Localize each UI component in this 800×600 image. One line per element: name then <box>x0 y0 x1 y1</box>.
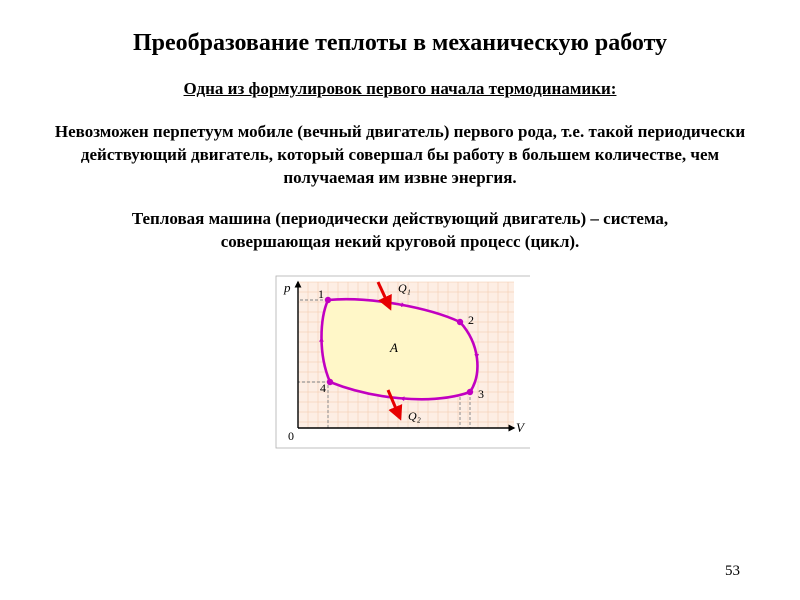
slide-subtitle: Одна из формулировок первого начала терм… <box>50 79 750 99</box>
svg-text:3: 3 <box>478 387 484 401</box>
slide: Преобразование теплоты в механическую ра… <box>0 0 800 600</box>
paragraph-1: Невозможен перпетуум мобиле (вечный двиг… <box>50 121 750 190</box>
svg-text:A: A <box>389 340 398 355</box>
svg-text:p: p <box>283 280 291 295</box>
svg-text:Q₁: Q₁ <box>398 281 411 295</box>
svg-text:0: 0 <box>288 429 294 443</box>
svg-text:4: 4 <box>320 381 326 395</box>
svg-text:1: 1 <box>318 287 324 301</box>
pv-cycle-chart: pV0Q₁Q₂A1234 <box>270 274 530 454</box>
slide-title: Преобразование теплоты в механическую ра… <box>50 30 750 57</box>
paragraph-2: Тепловая машина (периодически действующи… <box>80 208 720 254</box>
page-number: 53 <box>725 563 740 580</box>
chart-container: pV0Q₁Q₂A1234 <box>50 274 750 454</box>
svg-text:Q₂: Q₂ <box>408 409 421 423</box>
svg-text:2: 2 <box>468 313 474 327</box>
